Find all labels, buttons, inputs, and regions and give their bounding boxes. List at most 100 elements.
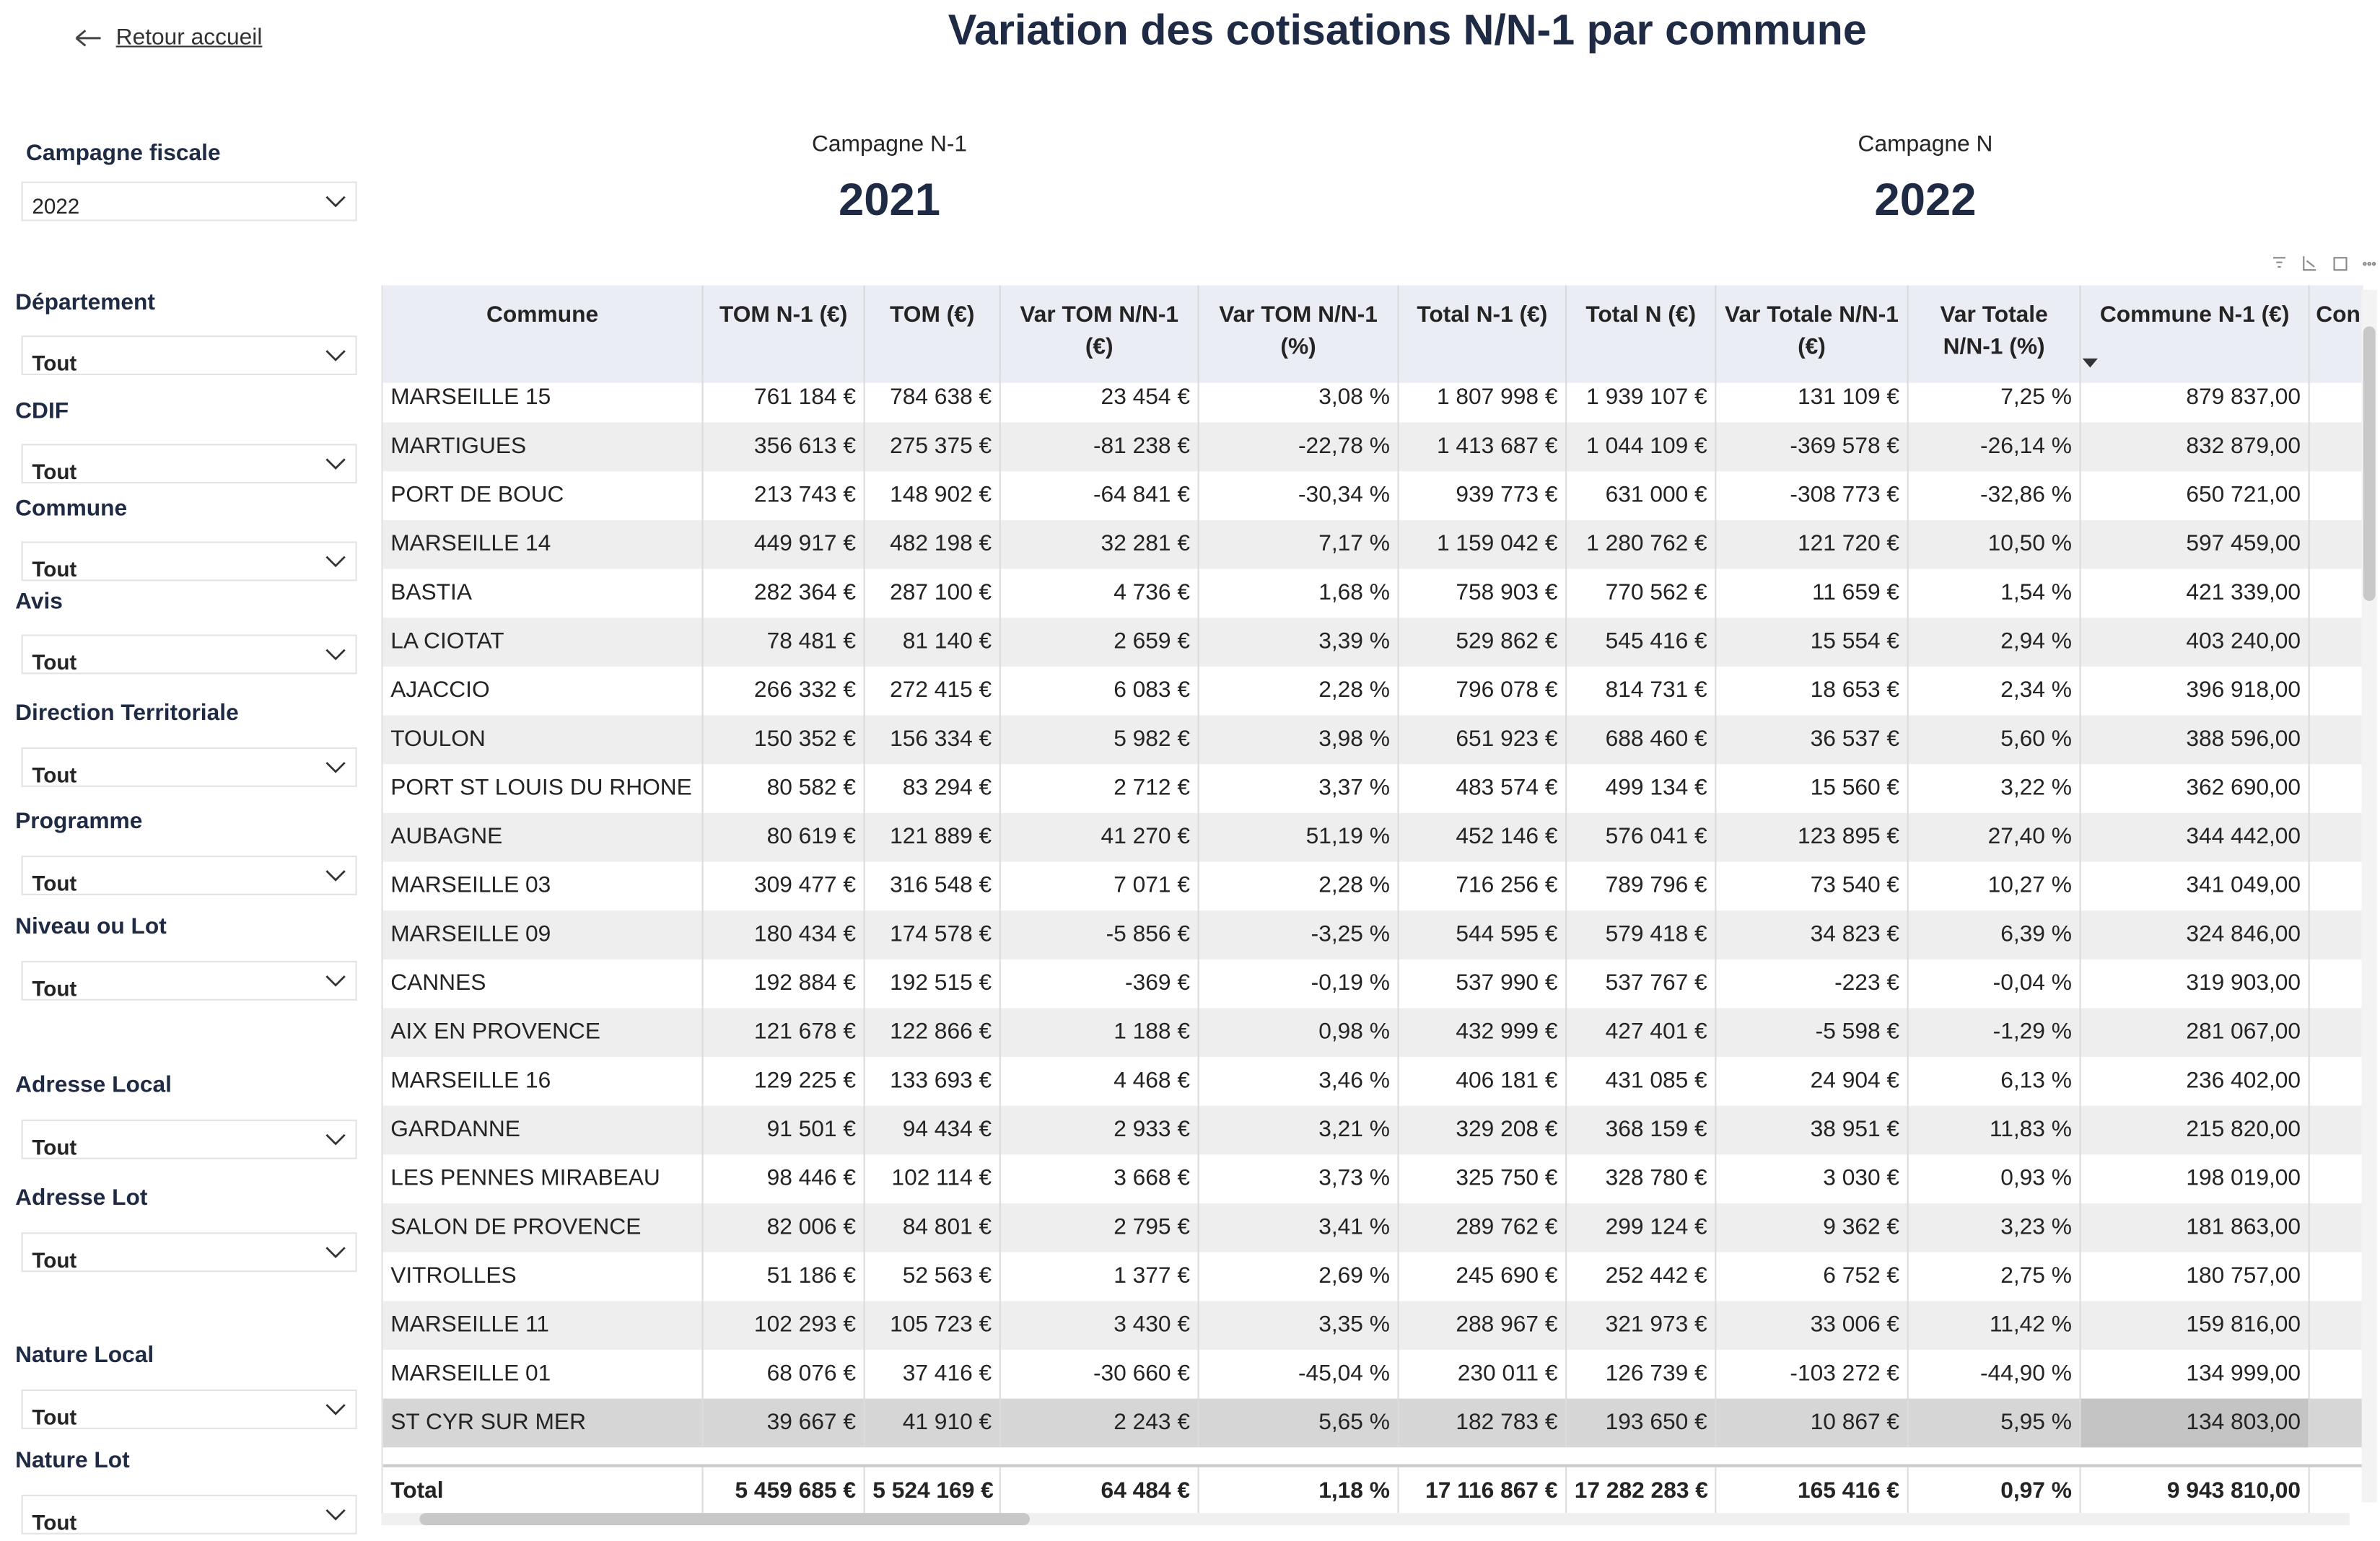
table-row[interactable]: MARSEILLE 14 449 917 €482 198 €32 281 €7,… [382,519,2363,569]
table-row[interactable]: TOULON 150 352 €156 334 €5 982 €3,98 % 651… [382,715,2363,765]
dropdown[interactable]: Tout [21,444,357,484]
dropdown[interactable]: Tout [21,634,357,675]
table-row[interactable]: MARSEILLE 03 309 477 €316 548 €7 071 €2,2… [383,861,2363,911]
cell: 6,13 % [1909,1057,2081,1106]
table-row[interactable]: AUBAGNE 80 619 €121 889 €41 270 €51,19 % 4… [382,812,2363,862]
table-row[interactable]: LA CIOTAT 78 481 €81 140 €2 659 €3,39 % 52… [382,618,2363,667]
commune-cell: MARSEILLE 11 [383,1301,704,1350]
dropdown-value: Tout [32,1405,77,1429]
table-row[interactable]: MARSEILLE 16 129 225 €133 693 €4 468 €3,4… [383,1057,2363,1106]
cell: -1,29 % [1909,1008,2081,1058]
column-header[interactable]: Var TOM N/N-1 (%) [1199,285,1399,383]
horizontal-scrollbar[interactable] [381,1513,2350,1526]
dropdown[interactable]: Tout [21,747,357,787]
chevron[interactable] [325,196,346,209]
chevron[interactable] [325,1509,346,1522]
cell: 2,75 % [1909,1252,2081,1301]
cell: 299 124 € [1567,1203,1717,1252]
chevron[interactable] [325,975,346,988]
table-body: MARSEILLE 15 761 184 €784 638 €23 454 €3,… [382,373,2363,1465]
table-row[interactable]: BASTIA 282 364 €287 100 €4 736 €1,68 % 758… [383,568,2363,618]
cell: 403 240,00 [2081,618,2310,667]
cell: 134 999,00 [2081,1349,2310,1399]
chevron[interactable] [325,349,346,363]
column-header[interactable]: Var TOM N/N-1 (€) [1000,285,1199,383]
cell: 7,17 % [1199,519,1399,569]
commune-cell: TOULON [383,715,704,765]
cell: -44,90 % [1909,1349,2081,1399]
page-title: Variation des cotisations N/N-1 par comm… [948,6,1867,53]
dropdown[interactable]: Tout [21,856,357,895]
table-row[interactable]: MARSEILLE 09 180 434 €174 578 € -5 856 € -3… [382,910,2363,960]
vertical-scrollbar[interactable] [2361,289,2377,1503]
dropdown[interactable]: Tout [21,1389,357,1429]
cell: 319 903,00 [2081,959,2310,1009]
cell: 688 460 € [1567,715,1717,765]
card-value: 2022 [1874,175,1977,226]
table-row[interactable]: LES PENNES MIRABEAU 98 446 €102 114 €3 66… [383,1154,2363,1204]
table-row[interactable]: AIX EN PROVENCE 121 678 €122 866 €1 188 €… [382,1008,2363,1058]
table-row[interactable]: VITROLLES 51 186 €52 563 €1 377 €2,69 % 24… [383,1252,2363,1301]
column-header[interactable]: Total N (€) [1567,285,1717,383]
chevron[interactable] [325,761,346,775]
back-link[interactable]: Retour accueil [115,24,263,51]
table-row[interactable]: ST CYR SUR MER 39 667 €41 910 €2 243 €5,6… [382,1398,2363,1448]
table-row[interactable]: SALON DE PROVENCE 82 006 €84 801 €2 795 €… [382,1203,2363,1252]
cell: 650 721,00 [2081,471,2310,520]
cell: 3,22 % [1909,764,2081,813]
chevron[interactable] [325,648,346,662]
scroll-thumb[interactable] [419,1513,1031,1526]
column-header[interactable]: TOM N-1 (€) [703,285,865,383]
chevron[interactable] [325,869,346,883]
chevron[interactable] [325,556,346,569]
chevron[interactable] [325,1403,346,1417]
cell: 39 667 € [704,1398,865,1448]
cell: 1 413 687 € [1399,422,1567,472]
column-header[interactable]: Var Totale N/N-1 (%) [1908,285,2081,383]
cell: 94 434 € [865,1105,1001,1155]
table-row[interactable]: MARSEILLE 11 102 293 €105 723 €3 430 €3,3… [382,1301,2363,1350]
cell: 651 923 € [1399,715,1567,765]
column-header[interactable]: Commune N-1 (€) [2081,285,2310,383]
cell: 3,37 % [1199,764,1399,813]
table-row[interactable]: AJACCIO 266 332 €272 415 €6 083 €2,28 % 79… [383,666,2363,716]
table-row[interactable]: MARSEILLE 01 68 076 €37 416 € -30 660 € -45… [383,1349,2363,1399]
column-header[interactable]: Var Totale N/N-1 (€) [1716,285,1909,383]
dropdown[interactable]: Tout [21,1494,357,1535]
column-header[interactable]: TOM (€) [865,285,1001,383]
cell: 9 943 810,00 [2081,1467,2310,1514]
chevron[interactable] [325,1246,346,1260]
dropdown[interactable]: Tout [21,960,357,1001]
table-row[interactable]: PORT ST LOUIS DU RHONE 80 582 €83 294 €2 … [383,764,2363,813]
cell [2310,1252,2363,1301]
chevron[interactable] [325,457,346,471]
cell: 10,27 % [1909,861,2081,911]
commune-cell: Total [383,1467,704,1514]
cell: 38 951 € [1716,1105,1909,1155]
dropdown[interactable]: Tout [21,1232,357,1273]
column-header[interactable]: Con [2309,285,2363,383]
table-row[interactable]: PORT DE BOUC 213 743 €148 902 € -64 841 € -… [383,471,2363,520]
cell: 156 334 € [865,715,1001,765]
dropdown[interactable]: Tout [21,335,357,376]
column-header[interactable]: Total N-1 (€) [1399,285,1567,383]
cell: 37 416 € [865,1349,1001,1399]
table-row[interactable]: MARTIGUES 356 613 €275 375 € -81 238 € -22,… [382,422,2363,472]
table-row[interactable]: CANNES 192 884 €192 515 € -369 € -0,19 % 537… [383,959,2363,1009]
cell: 17 282 283 € [1567,1467,1717,1514]
visual-toolbar[interactable] [2270,253,2380,275]
commune-cell: PORT ST LOUIS DU RHONE [383,764,704,813]
table-row[interactable]: MARSEILLE 15 761 184 €784 638 €23 454 €3,… [383,373,2363,423]
chevron[interactable] [325,1133,346,1147]
dropdown[interactable]: 2022 [21,181,357,221]
dropdown-value: Tout [32,763,77,787]
dropdown[interactable]: Tout [21,541,357,581]
column-header[interactable]: Commune [382,285,704,383]
scroll-thumb[interactable] [2363,326,2376,601]
back-arrow[interactable] [73,27,103,49]
table-row[interactable]: GARDANNE 91 501 €94 434 €2 933 €3,21 % 329… [382,1105,2363,1155]
cell: 68 076 € [704,1349,865,1399]
dropdown[interactable]: Tout [21,1119,357,1159]
cell: 215 820,00 [2081,1105,2310,1155]
cell: 7 071 € [1001,861,1199,911]
